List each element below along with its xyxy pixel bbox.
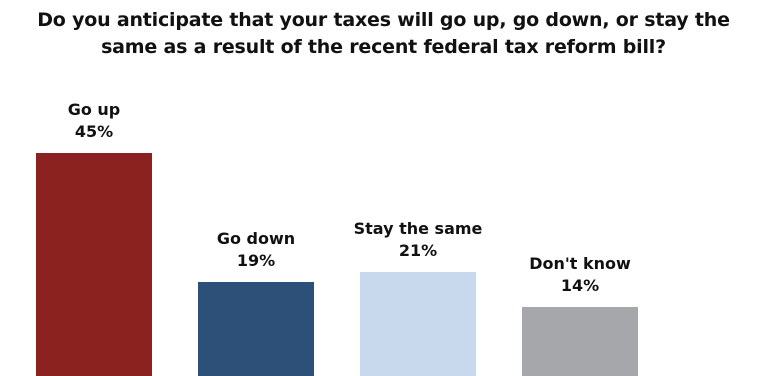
chart-title: Do you anticipate that your taxes will g… bbox=[0, 7, 767, 61]
category-label: Go up bbox=[67, 100, 121, 119]
category-label: Go down bbox=[216, 229, 296, 248]
bar-go-down bbox=[198, 282, 314, 376]
bar-go-up bbox=[36, 153, 152, 376]
bar-stay-the-same bbox=[360, 272, 476, 376]
value-label: 45% bbox=[74, 122, 114, 141]
category-label: Don't know bbox=[529, 254, 631, 273]
bar-label-don-t-know: Don't know 14% bbox=[502, 253, 658, 297]
bar-label-go-down: Go down 19% bbox=[178, 228, 334, 272]
bar-don-t-know bbox=[522, 307, 638, 376]
value-label: 21% bbox=[398, 241, 438, 260]
category-label: Stay the same bbox=[353, 219, 483, 238]
bar-label-stay-the-same: Stay the same 21% bbox=[340, 218, 496, 262]
chart-title-line-1: Do you anticipate that your taxes will g… bbox=[37, 9, 730, 31]
value-label: 14% bbox=[560, 276, 600, 295]
bar-label-go-up: Go up 45% bbox=[16, 99, 172, 143]
chart-title-line-2: same as a result of the recent federal t… bbox=[101, 36, 666, 58]
value-label: 19% bbox=[236, 251, 276, 270]
